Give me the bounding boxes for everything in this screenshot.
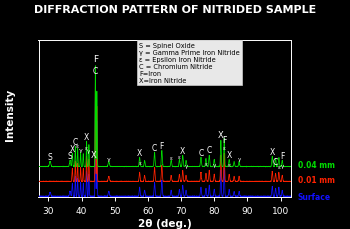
Text: X: X — [226, 150, 232, 159]
Text: γ: γ — [79, 147, 83, 152]
Text: X: X — [137, 148, 142, 157]
Text: S: S — [48, 152, 52, 161]
Text: ε: ε — [228, 162, 231, 167]
Text: F: F — [280, 151, 285, 160]
Text: F: F — [160, 141, 164, 150]
Text: X: X — [91, 150, 97, 159]
Text: γ: γ — [184, 163, 188, 168]
Text: C: C — [73, 137, 78, 146]
Text: γ: γ — [238, 156, 241, 161]
Text: S: S — [68, 151, 72, 160]
Text: ε: ε — [170, 155, 173, 160]
Text: ε: ε — [278, 165, 280, 170]
Text: C: C — [93, 66, 98, 75]
Text: γ: γ — [212, 162, 216, 167]
Text: DIFFRACTION PATTERN OF NITRIDED SAMPLE: DIFFRACTION PATTERN OF NITRIDED SAMPLE — [34, 5, 316, 14]
Text: γ: γ — [281, 163, 284, 168]
Text: Intensity: Intensity — [6, 88, 15, 141]
Text: 0.04 mm: 0.04 mm — [298, 161, 335, 169]
Text: 0.01 mm: 0.01 mm — [298, 175, 335, 184]
Text: C: C — [152, 143, 157, 152]
Text: X: X — [218, 130, 224, 139]
Text: F: F — [93, 55, 98, 63]
Text: Surface: Surface — [298, 192, 331, 201]
Text: ε: ε — [223, 146, 226, 151]
X-axis label: 2θ (deg.): 2θ (deg.) — [138, 218, 191, 228]
Text: X: X — [70, 144, 75, 153]
Text: C: C — [198, 148, 204, 157]
Text: ε: ε — [178, 154, 181, 159]
Text: F: F — [222, 136, 226, 145]
Text: X: X — [270, 147, 275, 156]
Text: γ: γ — [107, 156, 111, 161]
Text: C: C — [273, 157, 278, 166]
Text: X: X — [180, 146, 186, 155]
Text: C: C — [206, 146, 212, 155]
Text: ε: ε — [85, 146, 88, 150]
Text: ε: ε — [138, 160, 141, 165]
Text: X: X — [84, 132, 89, 141]
Text: ε: ε — [76, 143, 79, 148]
Text: S = Spinel Oxide
γ = Gamma Prime Iron Nitride
ε = Epsilon Iron Nitride
C = Chrom: S = Spinel Oxide γ = Gamma Prime Iron Ni… — [139, 43, 240, 84]
Text: γ: γ — [87, 149, 91, 154]
Text: ε: ε — [204, 161, 208, 166]
